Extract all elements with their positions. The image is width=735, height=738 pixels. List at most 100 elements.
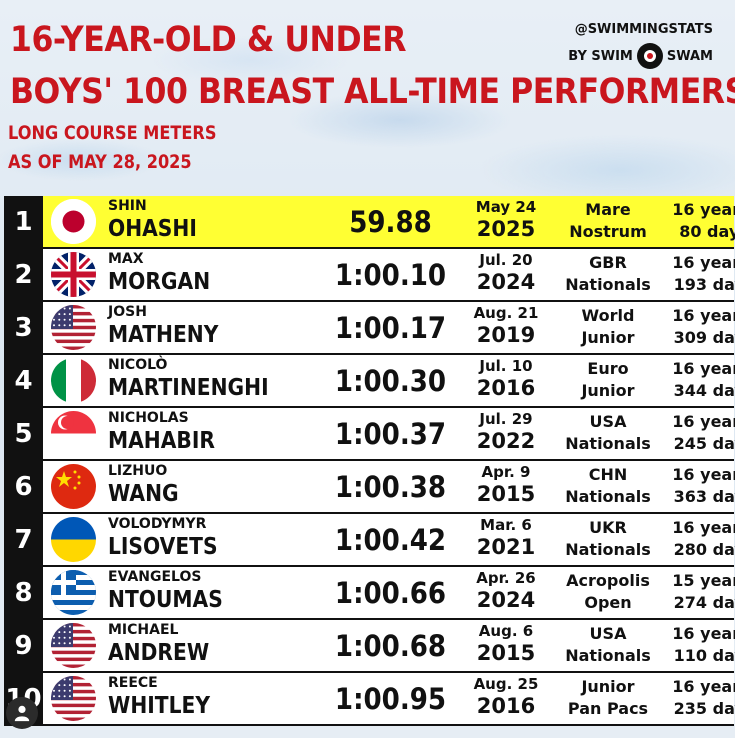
table-row: 4 NICOLÒ MARTINENGHI 1:00.30 Jul. 10 2016 Euro…	[4, 355, 735, 406]
rank-number: 3	[4, 302, 43, 353]
table-row: 6 LIZHUO WANG 1:00.38 Apr. 9 2015 CHN Nationals…	[4, 461, 735, 512]
row-content: REECE WHITLEY 1:00.95 Aug. 25 2016 Junior Pan …	[43, 673, 735, 724]
date-year: 2024	[476, 588, 536, 612]
profile-icon-button[interactable]	[6, 697, 38, 729]
meet-line-1: Mare	[585, 200, 631, 219]
age-days: 235 days	[673, 699, 735, 718]
last-name: LISOVETS	[108, 534, 218, 560]
meet-line-2: Nationals	[565, 540, 651, 559]
swimmer-age: 16 years, 344 days	[665, 358, 735, 402]
age-days: 80 days	[679, 222, 735, 241]
date-year: 2016	[476, 694, 536, 718]
row-content: JOSH MATHENY 1:00.17 Aug. 21 2019 World Junior…	[43, 302, 735, 353]
brand-by: BY SWIM	[568, 48, 633, 64]
age-years: 16 years,	[672, 306, 735, 325]
swimmer-age: 16 years, 110 days	[665, 623, 735, 667]
last-name: NTOUMAS	[108, 587, 223, 613]
date-year: 2025	[476, 217, 536, 241]
meet-line-1: UKR	[589, 518, 627, 537]
swim-date: Jul. 29 2022	[461, 410, 551, 453]
swim-date: Apr. 9 2015	[461, 463, 551, 506]
age-years: 16 years,	[672, 624, 735, 643]
meet-line-1: GBR	[589, 253, 627, 272]
meet-name: UKR Nationals	[553, 517, 663, 561]
row-content: MICHAEL ANDREW 1:00.68 Aug. 6 2015 USA Nationa…	[43, 620, 735, 671]
rank-number: 1	[4, 196, 43, 247]
date-day: May 24	[475, 198, 537, 216]
meet-line-2: Nationals	[565, 646, 651, 665]
date-day: Mar. 6	[480, 516, 532, 534]
first-name: VOLODYMYR	[108, 516, 207, 532]
age-years: 16 years,	[672, 412, 735, 431]
swimswam-logo-icon	[636, 43, 663, 69]
table-row: 2 MAX MORGAN 1:00.10 Jul. 20 2024 GBR Nationals…	[4, 249, 735, 300]
swim-time: 1:00.38	[334, 470, 447, 504]
row-content: SHIN OHASHI 59.88 May 24 2025 Mare Nostrum 16 y…	[43, 196, 735, 247]
meet-line-1: Acropolis	[566, 571, 650, 590]
title-line-2: BOYS' 100 BREAST ALL-TIME PERFORMERS	[10, 72, 735, 112]
row-content: EVANGELOS NTOUMAS 1:00.66 Apr. 26 2024 Acropo…	[43, 567, 735, 618]
meet-line-2: Open	[584, 593, 632, 612]
date-day: Aug. 6	[478, 622, 534, 640]
date-day: Aug. 21	[473, 304, 539, 322]
greece-flag-icon	[51, 570, 96, 615]
table-row: 5 NICHOLAS MAHABIR 1:00.37 Jul. 29 2022 USA Nat…	[4, 408, 735, 459]
usa-flag-icon	[51, 623, 96, 668]
meet-line-2: Junior	[581, 328, 635, 347]
age-years: 16 years,	[672, 518, 735, 537]
meet-line-2: Nationals	[565, 487, 651, 506]
brand-handle: @SWIMMINGSTATS	[574, 22, 713, 37]
swimmer-age: 16 years, 235 days	[665, 676, 735, 720]
row-content: MAX MORGAN 1:00.10 Jul. 20 2024 GBR Nationals 1…	[43, 249, 735, 300]
age-days: 309 days	[673, 328, 735, 347]
swim-date: Aug. 21 2019	[461, 304, 551, 347]
singapore-flag-icon	[51, 411, 96, 456]
date-year: 2015	[476, 482, 536, 506]
last-name: MATHENY	[108, 322, 219, 348]
meet-name: Acropolis Open	[553, 570, 663, 614]
first-name: JOSH	[108, 304, 147, 320]
swim-time: 1:00.68	[334, 629, 447, 663]
last-name: OHASHI	[108, 216, 197, 242]
title-line-1: 16-YEAR-OLD & UNDER	[10, 20, 407, 60]
rank-number: 5	[4, 408, 43, 459]
row-content: NICHOLAS MAHABIR 1:00.37 Jul. 29 2022 USA Nati…	[43, 408, 735, 459]
date-year: 2021	[476, 535, 536, 559]
swimmer-age: 16 years, 309 days	[665, 305, 735, 349]
meet-line-2: Nostrum	[569, 222, 647, 241]
rank-number: 4	[4, 355, 43, 406]
rankings-table: 1 SHIN OHASHI 59.88 May 24 2025 Mare Nostrum 16 …	[4, 196, 735, 726]
table-row: 8 EVANGELOS NTOUMAS 1:00.66 Apr. 26 2024 Acrop…	[4, 567, 735, 618]
date-day: Jul. 10	[479, 357, 533, 375]
swimmer-age: 16 years, 80 days	[665, 199, 735, 243]
usa-flag-icon	[51, 305, 96, 350]
first-name: EVANGELOS	[108, 569, 202, 585]
meet-line-2: Nationals	[565, 434, 651, 453]
rank-number: 9	[4, 620, 43, 671]
swim-date: Jul. 10 2016	[461, 357, 551, 400]
swim-date: Apr. 26 2024	[461, 569, 551, 612]
swim-time: 1:00.10	[334, 258, 447, 292]
brand-byline: BY SWIM SWAM	[568, 43, 713, 69]
swim-date: May 24 2025	[461, 198, 551, 241]
age-years: 16 years,	[672, 465, 735, 484]
first-name: MICHAEL	[108, 622, 179, 638]
date-year: 2022	[476, 429, 536, 453]
meet-line-2: Pan Pacs	[567, 699, 649, 718]
swim-time: 1:00.37	[334, 417, 447, 451]
japan-flag-icon	[51, 199, 96, 244]
swimmer-age: 16 years, 193 days	[665, 252, 735, 296]
swim-time: 1:00.66	[334, 576, 447, 610]
table-row: 7 VOLODYMYR LISOVETS 1:00.42 Mar. 6 2021 UKR Na…	[4, 514, 735, 565]
last-name: WHITLEY	[108, 693, 210, 719]
meet-name: World Junior	[553, 305, 663, 349]
uk-flag-icon	[51, 252, 96, 297]
meet-line-1: Euro	[587, 359, 629, 378]
last-name: MORGAN	[108, 269, 211, 295]
age-days: 193 days	[673, 275, 735, 294]
brand-block: @SWIMMINGSTATS BY SWIM SWAM	[568, 22, 713, 69]
date-year: 2015	[476, 641, 536, 665]
date-day: Aug. 25	[473, 675, 539, 693]
meet-line-1: Junior	[581, 677, 635, 696]
first-name: NICHOLAS	[108, 410, 189, 426]
